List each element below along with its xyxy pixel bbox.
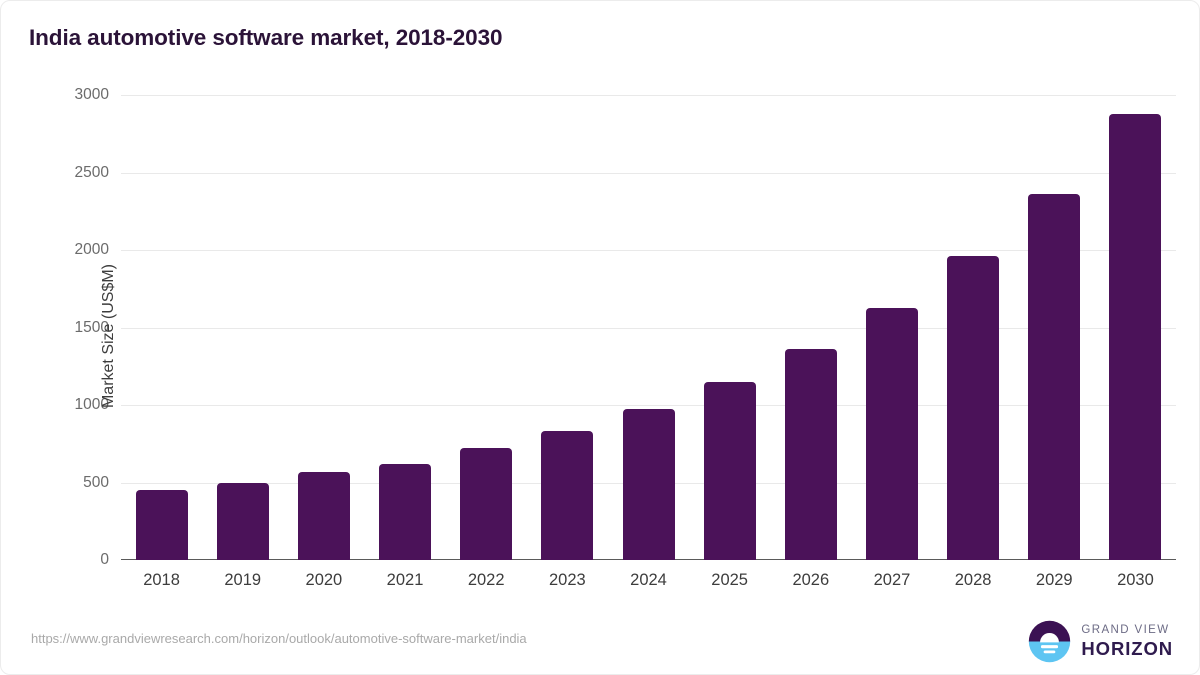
x-tick-label: 2025	[711, 571, 748, 589]
gridline	[121, 327, 1176, 329]
logo-line-2: HORIZON	[1081, 637, 1173, 659]
plot-area: 0 500 1000 1500 2000 2500 3000 2018 2019 2020 202…	[75, 86, 1176, 589]
gridline	[121, 95, 1176, 96]
x-tick-label: 2020	[305, 571, 343, 589]
x-tick-label: 2030	[1117, 571, 1154, 589]
bar[interactable]	[703, 382, 756, 560]
logo-line-1: GRAND VIEW	[1081, 624, 1170, 636]
x-tick-label: 2028	[954, 571, 992, 589]
bar[interactable]	[1109, 113, 1162, 560]
bar[interactable]	[460, 448, 513, 560]
bar[interactable]	[541, 430, 594, 560]
x-tick-label: 2024	[630, 571, 667, 589]
gridline	[121, 172, 1176, 174]
y-tick-label: 2500	[74, 163, 109, 181]
x-tick-label: 2027	[873, 571, 911, 589]
y-tick-label: 1500	[74, 318, 109, 336]
x-tick-label: 2021	[386, 571, 424, 589]
bar[interactable]	[297, 472, 350, 560]
y-tick-label: 1000	[74, 396, 109, 413]
page-title: India automotive software market, 2018-2…	[29, 25, 503, 50]
bar[interactable]	[216, 482, 269, 560]
y-tick-label: 3000	[74, 86, 109, 103]
gridline	[121, 250, 1176, 251]
x-tick-label: 2019	[224, 571, 262, 589]
bar[interactable]	[135, 489, 188, 560]
logo-wordmark: GRAND VIEW HORIZON	[1081, 624, 1173, 659]
bar[interactable]	[379, 463, 432, 560]
bar[interactable]	[784, 348, 837, 560]
y-axis-title: Market Size (US$M)	[100, 263, 117, 409]
bar[interactable]	[1028, 193, 1081, 560]
x-tick-label: 2029	[1035, 571, 1073, 589]
y-tick-label: 500	[83, 473, 109, 491]
bar[interactable]	[622, 409, 675, 560]
horizon-sun-icon	[1027, 619, 1072, 664]
bar[interactable]	[865, 307, 918, 560]
x-tick-label: 2026	[792, 571, 830, 589]
gridline	[121, 405, 1176, 406]
x-tick-label: 2018	[143, 571, 180, 589]
y-tick-label: 0	[100, 551, 109, 568]
source-url[interactable]: https://www.grandviewresearch.com/horizo…	[31, 631, 527, 646]
y-tick-label: 2000	[74, 241, 109, 258]
x-tick-label: 2022	[467, 571, 505, 589]
x-tick-label: 2023	[548, 571, 586, 589]
bar-series	[121, 95, 1176, 560]
grand-view-horizon-logo[interactable]: GRAND VIEW HORIZON	[1027, 619, 1173, 664]
bar[interactable]	[947, 256, 1000, 560]
